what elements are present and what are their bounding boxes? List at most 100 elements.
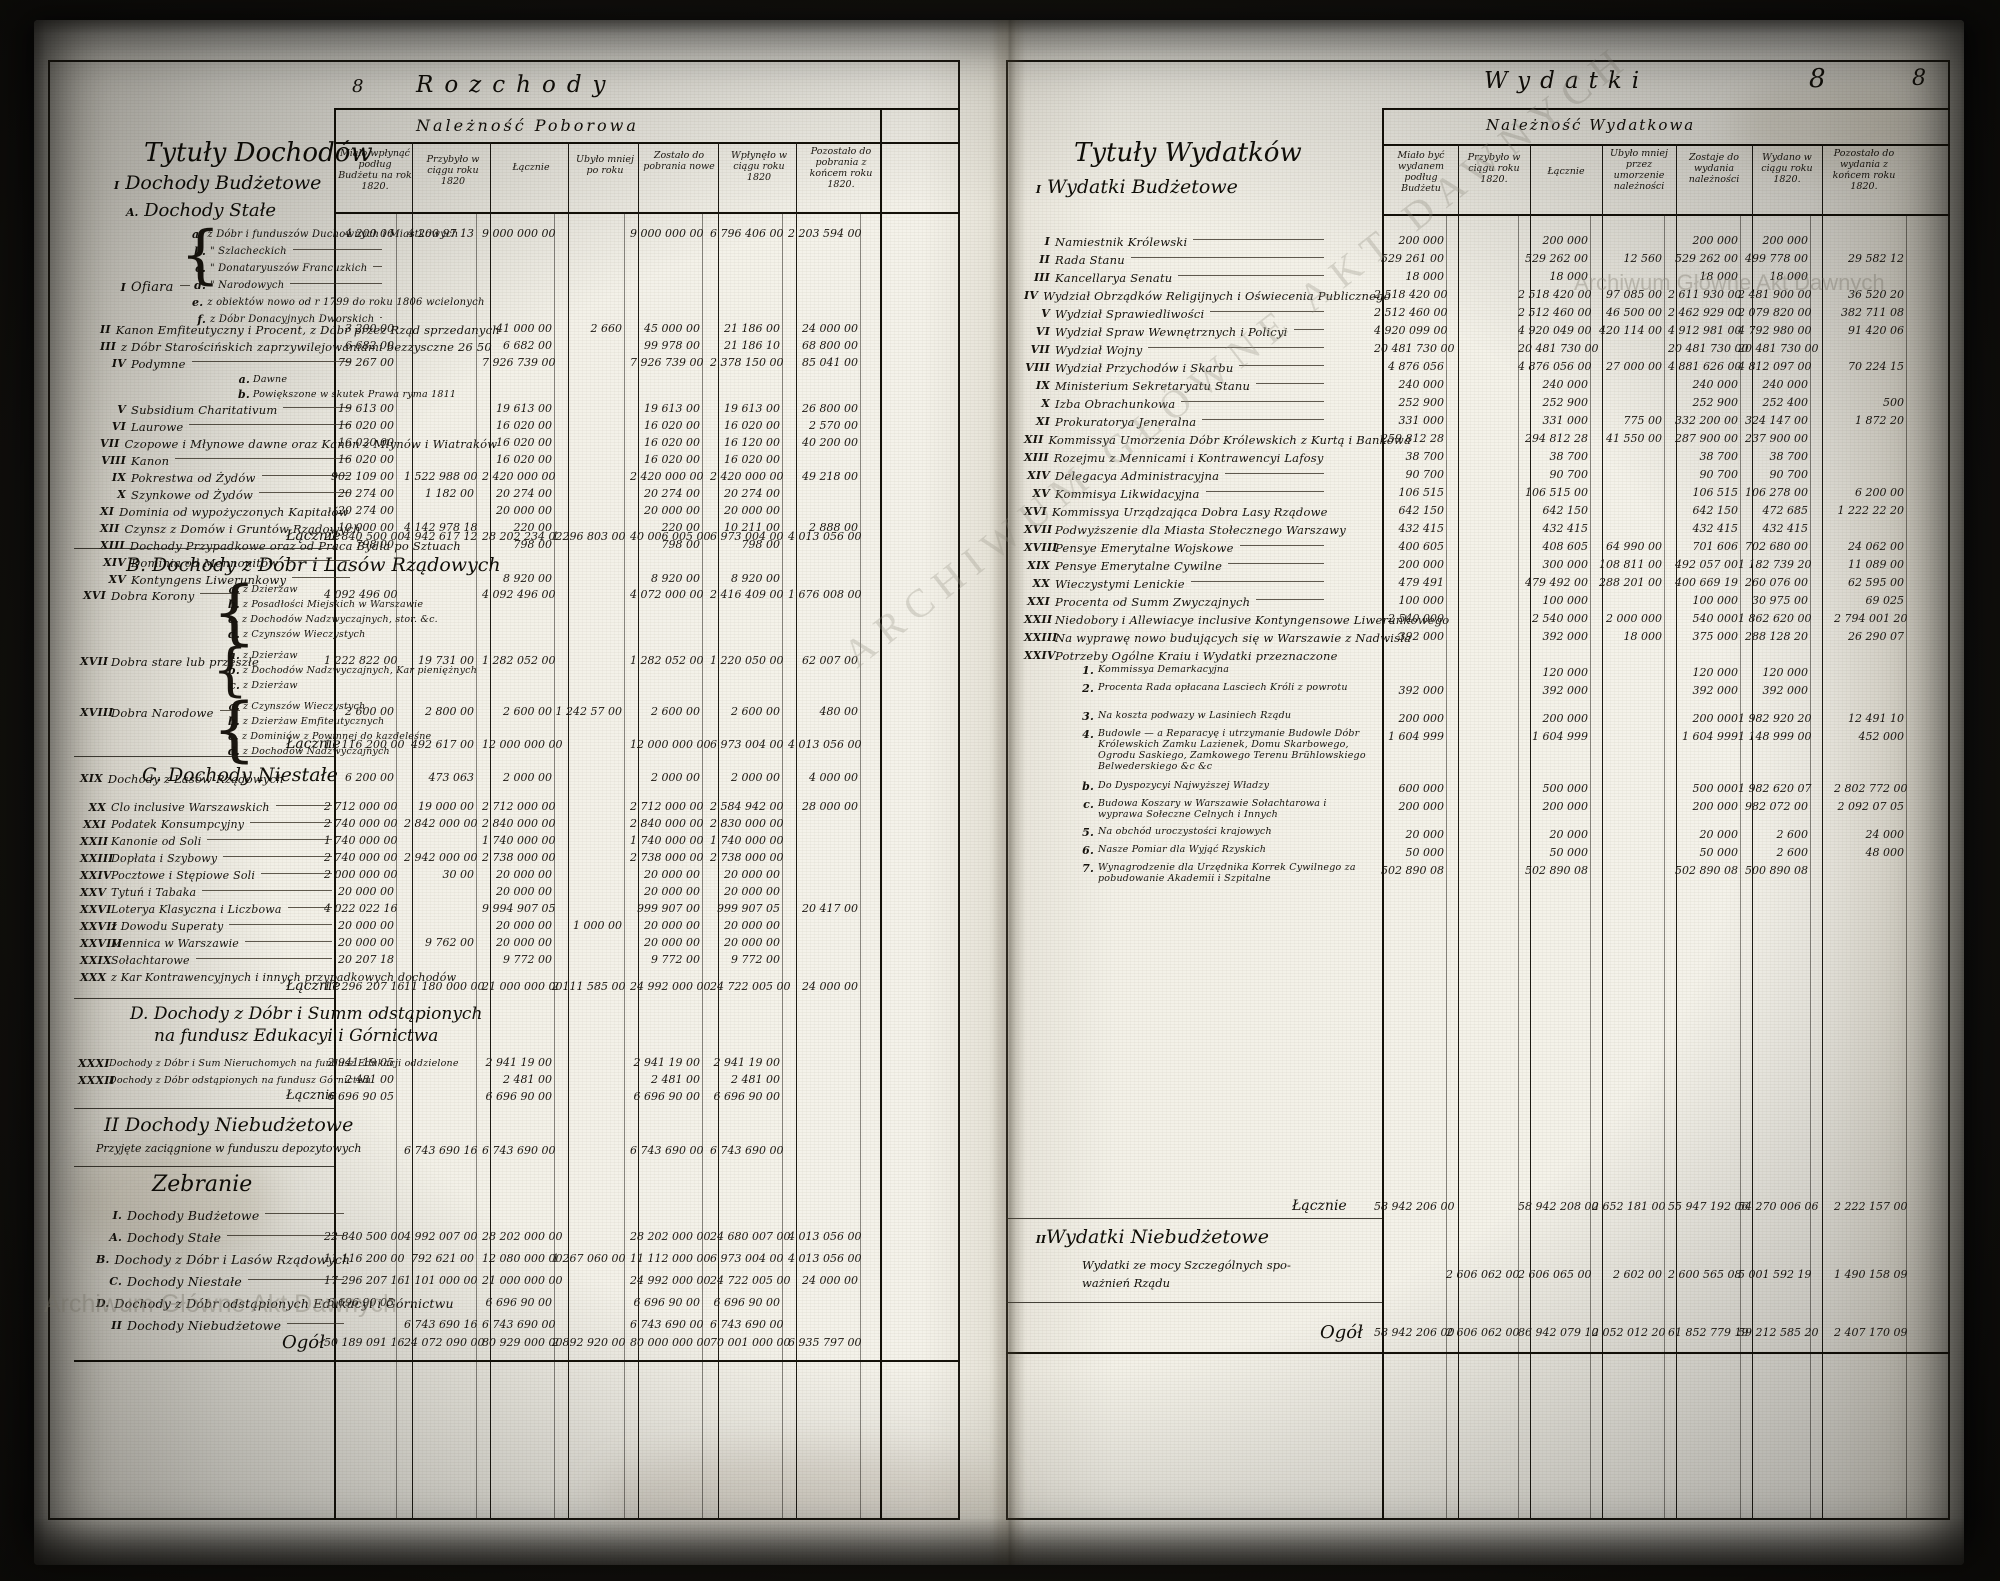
- ledger-value: 200 000: [1762, 234, 1809, 247]
- ledger-row-label: XXVI Loterya Klasyczna i Liczbowa: [80, 900, 332, 919]
- ledger-value: 999 907 00: [637, 902, 700, 915]
- leader-line: [1130, 257, 1324, 258]
- ledger-value: 382 711 08: [1841, 306, 1904, 319]
- leader-line: [207, 839, 332, 840]
- row-roman: C.: [109, 1275, 122, 1288]
- ledger-value: 1 982 620 07: [1738, 782, 1812, 795]
- row-roman: X: [117, 488, 126, 501]
- ledger-value: 240 000: [1692, 378, 1739, 391]
- ledger-value: 1 676 008 00: [788, 588, 862, 601]
- row-roman: XXXI: [78, 1057, 110, 1070]
- sub-item: b. z Dochodów Nadzwyczajnych, Kar pienięż…: [228, 661, 477, 680]
- ledger-value: 2 888 00: [809, 521, 858, 534]
- ledger-value: 4 942 617 12: [404, 530, 478, 543]
- ledger-row-label: XIV Dominia od Mennonitów: [100, 553, 350, 572]
- sub-item: 4. Budowle — a Reparacyę i utrzymanie Bud…: [1078, 728, 1378, 772]
- leader-line: [1205, 491, 1324, 492]
- col-subtick: [1664, 214, 1665, 1520]
- ledger-value: 1 740 000 00: [630, 834, 704, 847]
- ledger-row-label: XXIV Potrzeby Ogólne Kraiu i Wydatki prze…: [1024, 646, 1337, 665]
- sub-item-key: d.: [228, 628, 240, 641]
- ledger-value: 100 000: [1542, 594, 1589, 607]
- ledger-row-label: XXIII Na wyprawę nowo budujących się w Wa…: [1024, 628, 1411, 647]
- ledger-value: 2 203 594 00: [788, 227, 862, 240]
- ledger-value: 2 941 19 00: [633, 1056, 700, 1069]
- ledger-value: 432 415: [1398, 522, 1445, 535]
- sub-item-text: z Dóbr Donacyjnych Dworskich: [210, 314, 375, 325]
- sub-item-text: Na koszta podwazy w Lasiniech Rządu: [1098, 710, 1292, 721]
- ledger-value: 529 262 00: [1675, 252, 1738, 265]
- leader-line: [1225, 473, 1324, 474]
- ledger-value: 24 000 00: [802, 980, 858, 993]
- ledger-row-label: XXVIII Mennica w Warszawie: [80, 934, 332, 953]
- ledger-value: 2 481 00: [503, 1073, 552, 1086]
- ledger-value: 38 700: [1699, 450, 1739, 463]
- sub-item-text: z Dochodów Nadzwyczajnych, stor. &c.: [241, 614, 438, 625]
- section-c-title: C. Dochody Niestałe: [142, 764, 338, 786]
- leader-line: [1256, 599, 1324, 600]
- sub-item-text: " Donataryuszów Francuzkich: [210, 263, 368, 274]
- row-label-text: Kommisya Likwidacyjna: [1055, 486, 1200, 501]
- ledger-value: 2 660: [590, 322, 623, 335]
- leader-line: [219, 710, 240, 711]
- sub-item-key: a.: [238, 373, 250, 386]
- leader-line: [1202, 419, 1324, 420]
- ledger-value: 6 743 690 00: [482, 1318, 556, 1331]
- leader-line: [1190, 581, 1324, 582]
- sub-item: c. " Donataryuszów Francuzkich: [192, 259, 382, 278]
- ledger-value: 16 120 00: [724, 436, 780, 449]
- ledger-value: 16 020 00: [644, 453, 700, 466]
- rule: [334, 212, 960, 214]
- ledger-value: 18 000: [1623, 630, 1663, 643]
- ledger-value: 24 722 005 00: [710, 1274, 791, 1287]
- ledger-value: 80 929 000 00: [482, 1336, 563, 1349]
- row-label-text: z Kar Kontrawencyjnych i innych przypadk…: [111, 971, 457, 984]
- ledger-value: 6 696 90 00: [713, 1296, 780, 1309]
- ledger-value: 500: [1883, 396, 1904, 409]
- ledger-value: 4 092 496 00: [324, 588, 398, 601]
- ledger-row-label: VIII Kanon: [100, 451, 350, 470]
- section-label: Wydatki Niebudżetowe: [1046, 1226, 1269, 1248]
- ledger-value: 50 000: [1405, 846, 1445, 859]
- ledger-value: 64 990 00: [1606, 540, 1662, 553]
- ledger-value: 200 000: [1542, 800, 1589, 813]
- row-label-text: Tytuń i Tabaka: [111, 886, 197, 899]
- row-roman: III: [100, 340, 117, 353]
- ledger-value: 20 481 730 00: [1668, 342, 1749, 355]
- right-section-ii-sub-2: ważnień Rządu: [1082, 1276, 1171, 1290]
- ledger-row-label: VI Laurowe: [100, 417, 350, 436]
- ledger-value: 2 942 000 00: [404, 851, 478, 864]
- sub-item-key: b.: [1082, 780, 1094, 793]
- rule: [1006, 1302, 1382, 1303]
- ledger-row-label: VI Wydział Spraw Wewnętrznych i Policyi: [1024, 322, 1324, 341]
- sub-item: d. " Narodowych: [192, 276, 382, 295]
- sub-item-key: a.: [228, 583, 240, 596]
- ledger-row-label: XVI Dobra Korony: [80, 586, 240, 605]
- sub-item: c. z Dochodów Nadzwyczajnych, stor. &c.: [228, 610, 438, 629]
- ledger-value: 12 560: [1623, 252, 1663, 265]
- ledger-value: 792 621 00: [411, 1252, 474, 1265]
- ledger-value: 2 079 820 00: [1738, 306, 1812, 319]
- ledger-row-label: X Izba Obrachunkowa: [1024, 394, 1324, 413]
- ledger-value: 6 935 797 00: [788, 1336, 862, 1349]
- row-label-text: Prokuratorya Jeneralna: [1055, 414, 1197, 429]
- ledger-row-label: XIX Pensye Emerytalne Cywilne: [1024, 556, 1324, 575]
- ledger-value: 200 000: [1542, 712, 1589, 725]
- ledger-row-label: VIII Wydział Przychodów i Skarbu: [1024, 358, 1324, 377]
- ledger-value: 58 942 208 00: [1518, 1200, 1599, 1213]
- ledger-value: 91 420 06: [1848, 324, 1904, 337]
- ledger-value: 1 222 22 20: [1837, 504, 1904, 517]
- left-col-header-6: Pozostało do pobrania z końcem roku 1820…: [809, 146, 873, 190]
- ledger-row-label: XXIII Dopłata i Szybowy: [80, 849, 332, 868]
- ledger-value: 20 274 00: [496, 487, 552, 500]
- sub-item-key: a.: [192, 228, 204, 241]
- ledger-value: 18 000: [1769, 270, 1809, 283]
- ledger-value: 1 604 999: [1682, 730, 1738, 743]
- ledger-row-label: XX Clo inclusive Warszawskich: [80, 798, 332, 817]
- row-label-text: Dochody z Dóbr odstąpionych na fundusz G…: [109, 1075, 372, 1086]
- ledger-value: 20 000 00: [724, 885, 780, 898]
- ledger-value: 6 696 90 00: [713, 1090, 780, 1103]
- subsection-code: A.: [126, 206, 139, 219]
- ledger-value: 288 128 20: [1745, 630, 1808, 643]
- rule: [334, 142, 960, 144]
